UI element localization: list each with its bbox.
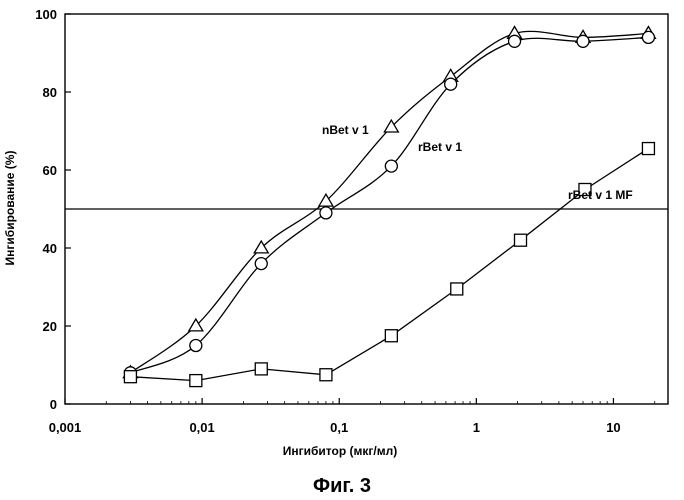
figure-caption: Фиг. 3	[313, 475, 371, 497]
circle-marker	[577, 35, 589, 47]
series-layer	[123, 27, 655, 387]
y-tick-label: 40	[43, 241, 57, 256]
square-marker	[124, 371, 136, 383]
circle-marker	[320, 207, 332, 219]
x-tick-label: 10	[606, 420, 620, 435]
square-marker	[642, 143, 654, 155]
x-tick-label: 0,001	[49, 420, 82, 435]
circle-marker	[190, 340, 202, 352]
x-tick-label: 0,1	[330, 420, 348, 435]
series-label-nbet: nBet v 1	[322, 123, 369, 137]
circle-marker	[509, 35, 521, 47]
square-marker	[451, 283, 463, 295]
x-axis-title: Ингибитор (мкг/мл)	[283, 444, 397, 458]
series-label-rbet: rBet v 1	[418, 140, 462, 154]
circle-marker	[385, 160, 397, 172]
y-tick-label: 100	[35, 7, 57, 22]
square-marker	[385, 330, 397, 342]
circle-marker	[642, 31, 654, 43]
series-label-rbet-mf: rBet v 1 MF	[568, 188, 633, 202]
y-tick-label: 0	[50, 397, 57, 412]
y-tick-label: 80	[43, 85, 57, 100]
y-tick-label: 60	[43, 163, 57, 178]
series-line-2	[130, 37, 648, 372]
axes	[65, 14, 668, 404]
circle-marker	[255, 258, 267, 270]
series-line-3	[130, 149, 648, 381]
x-tick-label: 1	[473, 420, 480, 435]
square-marker	[515, 234, 527, 246]
circle-marker	[445, 78, 457, 90]
series-line-1	[130, 31, 648, 372]
square-marker	[320, 369, 332, 381]
square-marker	[255, 363, 267, 375]
y-tick-label: 20	[43, 319, 57, 334]
x-tick-label: 0,01	[189, 420, 214, 435]
square-marker	[190, 375, 202, 387]
y-axis-title: Ингибирование (%)	[3, 151, 17, 266]
